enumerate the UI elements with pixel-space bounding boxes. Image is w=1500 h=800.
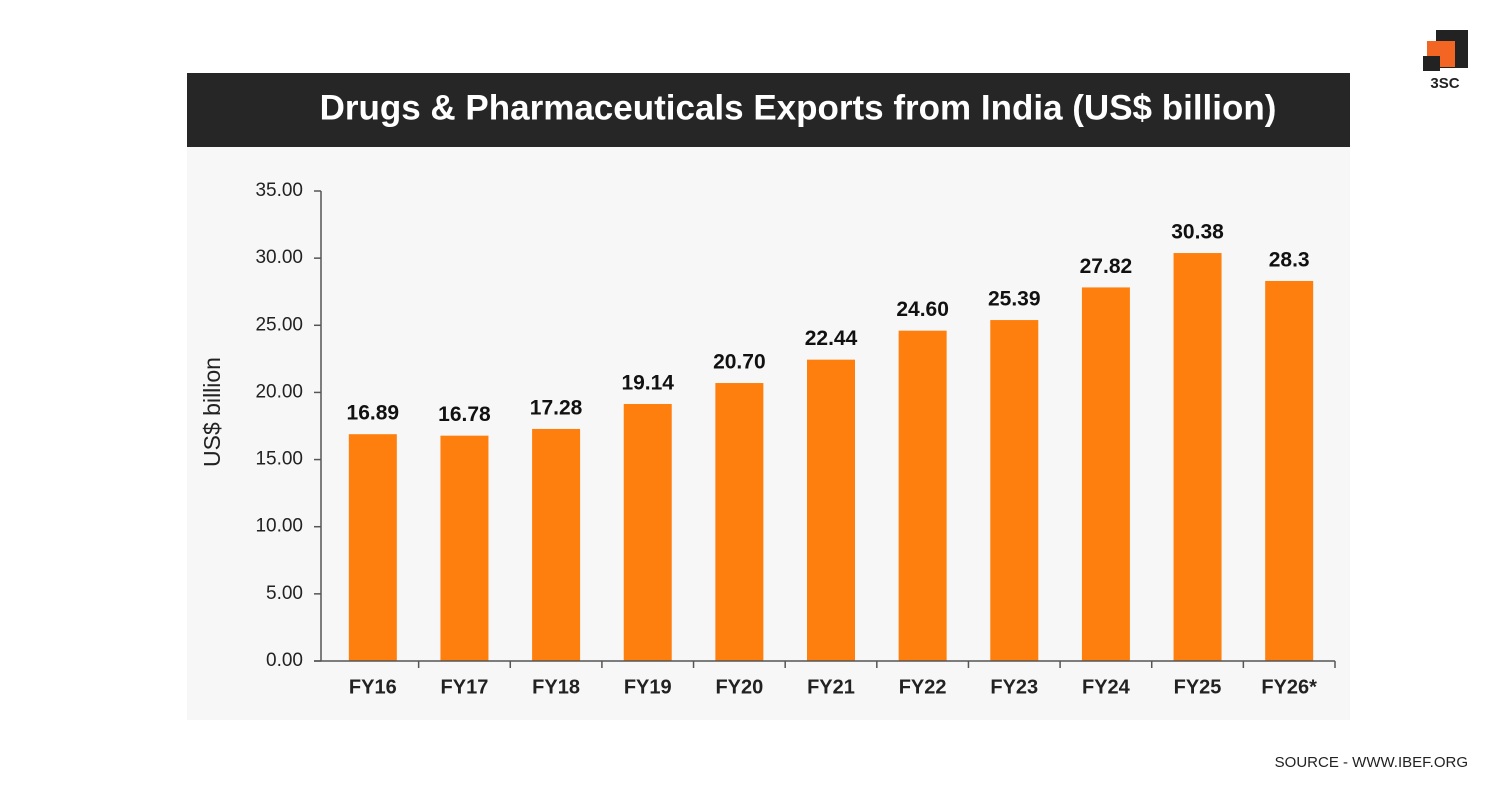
- bar: [623, 403, 672, 661]
- y-tick-label: 15.00: [255, 449, 303, 470]
- title-bar: [187, 73, 1350, 147]
- data-label: 24.60: [896, 298, 949, 321]
- x-tick-label: FY17: [441, 676, 489, 698]
- bar: [532, 428, 581, 661]
- data-label: 19.14: [621, 372, 674, 395]
- x-tick-label: FY24: [1082, 676, 1131, 698]
- bar: [440, 435, 489, 661]
- y-tick-label: 35.00: [255, 180, 303, 201]
- logo-shape: [1423, 56, 1440, 71]
- y-tick-label: 10.00: [255, 516, 303, 537]
- x-tick-label: FY19: [624, 676, 672, 698]
- bar: [807, 359, 855, 661]
- y-tick-label: 30.00: [255, 247, 303, 268]
- data-label: 20.70: [713, 351, 766, 374]
- data-label: 25.39: [988, 288, 1041, 311]
- data-label: 30.38: [1171, 221, 1224, 244]
- bar: [1173, 253, 1222, 662]
- chart-title: Drugs & Pharmaceuticals Exports from Ind…: [320, 88, 1277, 127]
- y-tick-label: 20.00: [255, 381, 303, 402]
- logo: 3SC: [1423, 30, 1468, 92]
- bar: [348, 434, 397, 661]
- bar: [990, 320, 1039, 661]
- y-tick-label: 5.00: [266, 583, 303, 604]
- y-axis-label: US$ billion: [199, 357, 225, 467]
- bar: [1081, 287, 1130, 661]
- bar: [898, 330, 947, 661]
- bar: [1265, 280, 1314, 661]
- data-label: 17.28: [530, 397, 583, 420]
- y-tick-label: 25.00: [255, 314, 303, 335]
- source-note: SOURCE - WWW.IBEF.ORG: [1275, 754, 1468, 771]
- bar: [715, 383, 764, 661]
- x-tick-label: FY18: [532, 676, 580, 698]
- x-tick-label: FY23: [990, 676, 1038, 698]
- x-tick-label: FY26*: [1261, 676, 1317, 698]
- data-label: 27.82: [1080, 255, 1133, 278]
- data-label: 16.78: [438, 403, 491, 426]
- logo-text: 3SC: [1430, 75, 1459, 92]
- x-tick-label: FY21: [807, 676, 855, 698]
- x-tick-label: FY25: [1174, 676, 1222, 698]
- x-tick-label: FY16: [349, 676, 397, 698]
- data-label: 28.3: [1269, 249, 1310, 272]
- x-tick-label: FY22: [899, 676, 947, 698]
- data-label: 16.89: [347, 402, 400, 425]
- data-label: 22.44: [805, 327, 858, 350]
- x-tick-label: FY20: [715, 676, 763, 698]
- y-tick-label: 0.00: [266, 650, 303, 671]
